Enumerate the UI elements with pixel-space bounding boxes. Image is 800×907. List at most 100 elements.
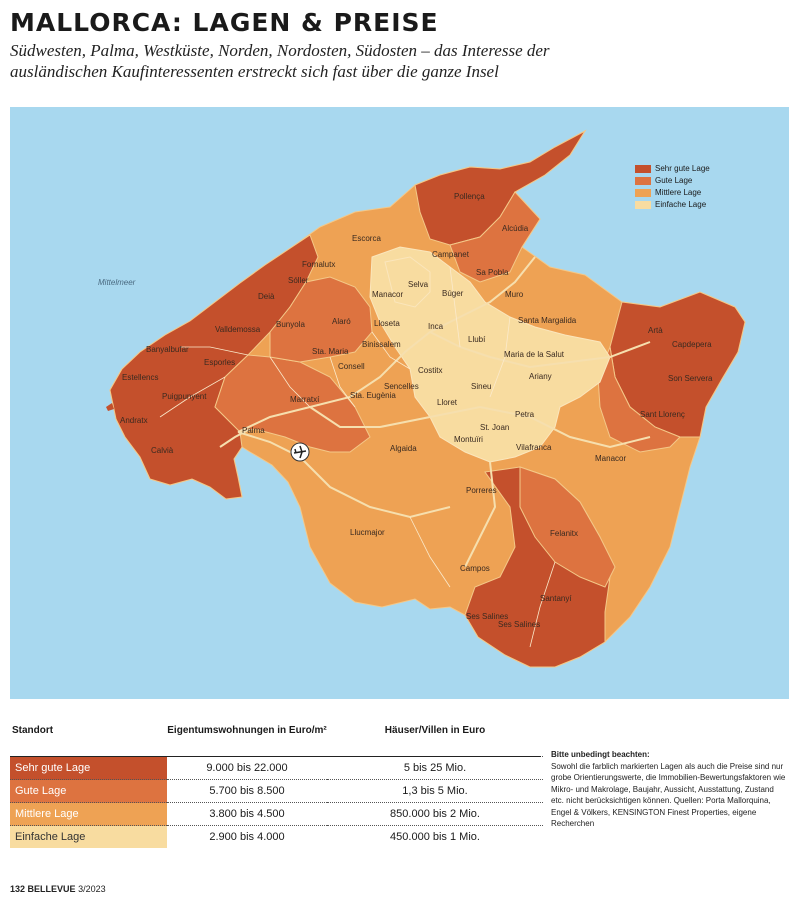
legend-swatch bbox=[635, 164, 651, 173]
mallorca-map: Mittelmeer Pollença Alcúdia Escorca Forn… bbox=[10, 107, 789, 699]
place-label: Estellencs bbox=[122, 373, 158, 382]
magazine-name: BELLEVUE bbox=[27, 884, 76, 894]
place-label: Sta. Maria bbox=[312, 347, 349, 356]
place-label: Llubí bbox=[468, 335, 486, 344]
place-label: Santa Margalida bbox=[518, 316, 577, 325]
row-house-price: 5 bis 25 Mio. bbox=[327, 756, 543, 780]
place-label: Vilafranca bbox=[516, 443, 552, 452]
row-house-price: 850.000 bis 2 Mio. bbox=[327, 802, 543, 826]
place-label: Sta. Eugènia bbox=[350, 391, 396, 400]
place-label: Búger bbox=[442, 289, 464, 298]
place-label: Felanitx bbox=[550, 529, 578, 538]
place-label: Lloseta bbox=[374, 319, 400, 328]
place-label: Alcúdia bbox=[502, 224, 529, 233]
legend-swatch bbox=[635, 188, 651, 197]
table-row: Sehr gute Lage 9.000 bis 22.000 5 bis 25… bbox=[10, 756, 543, 780]
municipal-borders bbox=[159, 266, 556, 648]
place-label: Palma bbox=[242, 426, 265, 435]
place-label: Bunyola bbox=[276, 320, 305, 329]
place-label: Sa Pobla bbox=[476, 268, 509, 277]
place-label: Petra bbox=[515, 410, 535, 419]
place-label: Ses Salines bbox=[498, 620, 540, 629]
column-header-houses: Häuser/Villen in Euro bbox=[384, 725, 486, 736]
place-label: Llucmajor bbox=[350, 528, 385, 537]
row-apartment-price: 9.000 bis 22.000 bbox=[167, 756, 327, 780]
page-title: MALLORCA: LAGEN & PREISE bbox=[10, 8, 439, 37]
place-label: Marratxí bbox=[290, 395, 320, 404]
place-label: Muro bbox=[505, 290, 524, 299]
zone-gut-felanitx bbox=[519, 466, 616, 588]
place-labels: Pollença Alcúdia Escorca Fornalutx Sólle… bbox=[120, 192, 713, 629]
column-header-apartments: Eigentumswohnungen in Euro/m² bbox=[167, 725, 327, 736]
table-header-row: Standort Eigentumswohnungen in Euro/m² H… bbox=[10, 724, 543, 757]
page-number: 132 bbox=[10, 884, 26, 894]
place-label: Alaró bbox=[332, 317, 351, 326]
table-row: Gute Lage 5.700 bis 8.500 1,3 bis 5 Mio. bbox=[10, 779, 543, 803]
place-label: Esporles bbox=[204, 358, 235, 367]
map-svg: Mittelmeer Pollença Alcúdia Escorca Forn… bbox=[98, 129, 746, 668]
table-row: Einfache Lage 2.900 bis 4.000 450.000 bi… bbox=[10, 825, 543, 848]
place-label: Capdepera bbox=[672, 340, 712, 349]
row-category: Einfache Lage bbox=[10, 825, 167, 848]
place-label: Fornalutx bbox=[302, 260, 335, 269]
legend-item: Sehr gute Lage bbox=[635, 163, 710, 174]
place-label: Ses Salines bbox=[466, 612, 508, 621]
legend-label: Mittlere Lage bbox=[655, 188, 702, 197]
place-label: Manacor bbox=[595, 454, 626, 463]
legend-item: Einfache Lage bbox=[635, 199, 710, 210]
zone-sehr-gut-pollenca bbox=[414, 129, 587, 246]
place-label: Ariany bbox=[529, 372, 552, 381]
zone-gut-alcudia bbox=[449, 191, 541, 283]
place-label: St. Joan bbox=[480, 423, 509, 432]
note-text: Sowohl die farblich markierten Lagen als… bbox=[551, 761, 786, 829]
legend-label: Sehr gute Lage bbox=[655, 164, 710, 173]
place-label: Andratx bbox=[120, 416, 148, 425]
legend-swatch bbox=[635, 176, 651, 185]
place-label: Calvià bbox=[151, 446, 174, 455]
row-apartment-price: 2.900 bis 4.000 bbox=[167, 825, 327, 848]
place-label: Sant Llorenç bbox=[640, 410, 685, 419]
legend-swatch bbox=[635, 200, 651, 209]
table-divider bbox=[10, 756, 541, 757]
place-label: Pollença bbox=[454, 192, 485, 201]
place-label: Valldemossa bbox=[215, 325, 261, 334]
row-category: Sehr gute Lage bbox=[10, 756, 167, 780]
dragonera-island bbox=[106, 403, 114, 411]
zone-gut-santllorenc bbox=[597, 345, 681, 453]
place-label: Selva bbox=[408, 280, 429, 289]
place-label: Santanyí bbox=[540, 594, 572, 603]
column-header-location: Standort bbox=[12, 725, 54, 736]
place-label: Sóller bbox=[288, 276, 309, 285]
row-house-price: 1,3 bis 5 Mio. bbox=[327, 779, 543, 803]
place-label: Deià bbox=[258, 292, 275, 301]
place-label: Consell bbox=[338, 362, 365, 371]
place-label: Campanet bbox=[432, 250, 470, 259]
map-legend: Sehr gute Lage Gute Lage Mittlere Lage E… bbox=[635, 163, 710, 211]
place-label: Sencelles bbox=[384, 382, 419, 391]
sea-label: Mittelmeer bbox=[98, 278, 136, 287]
place-label: Banyalbufar bbox=[146, 345, 189, 354]
place-label: Manacor bbox=[372, 290, 403, 299]
zone-gut-tramuntana bbox=[269, 276, 373, 363]
place-label: Costitx bbox=[418, 366, 442, 375]
row-apartment-price: 5.700 bis 8.500 bbox=[167, 779, 327, 803]
issue-number: 3/2023 bbox=[78, 884, 106, 894]
table-row: Mittlere Lage 3.800 bis 4.500 850.000 bi… bbox=[10, 802, 543, 826]
road-network bbox=[219, 256, 651, 568]
zone-einfach-buger bbox=[384, 256, 431, 308]
place-label: Montuïri bbox=[454, 435, 483, 444]
price-table: Standort Eigentumswohnungen in Euro/m² H… bbox=[10, 724, 543, 848]
legend-label: Einfache Lage bbox=[655, 200, 707, 209]
place-label: Maria de la Salut bbox=[504, 350, 565, 359]
row-apartment-price: 3.800 bis 4.500 bbox=[167, 802, 327, 826]
zone-einfach-central bbox=[369, 246, 611, 463]
page-footer: 132 BELLEVUE 3/2023 bbox=[10, 884, 106, 894]
place-label: Son Servera bbox=[668, 374, 713, 383]
note-title: Bitte unbedingt beachten: bbox=[551, 750, 650, 759]
row-category: Gute Lage bbox=[10, 779, 167, 803]
airport-icon bbox=[290, 442, 310, 462]
place-label: Porreres bbox=[466, 486, 497, 495]
place-label: Algaida bbox=[390, 444, 417, 453]
place-label: Escorca bbox=[352, 234, 381, 243]
place-label: Campos bbox=[460, 564, 490, 573]
